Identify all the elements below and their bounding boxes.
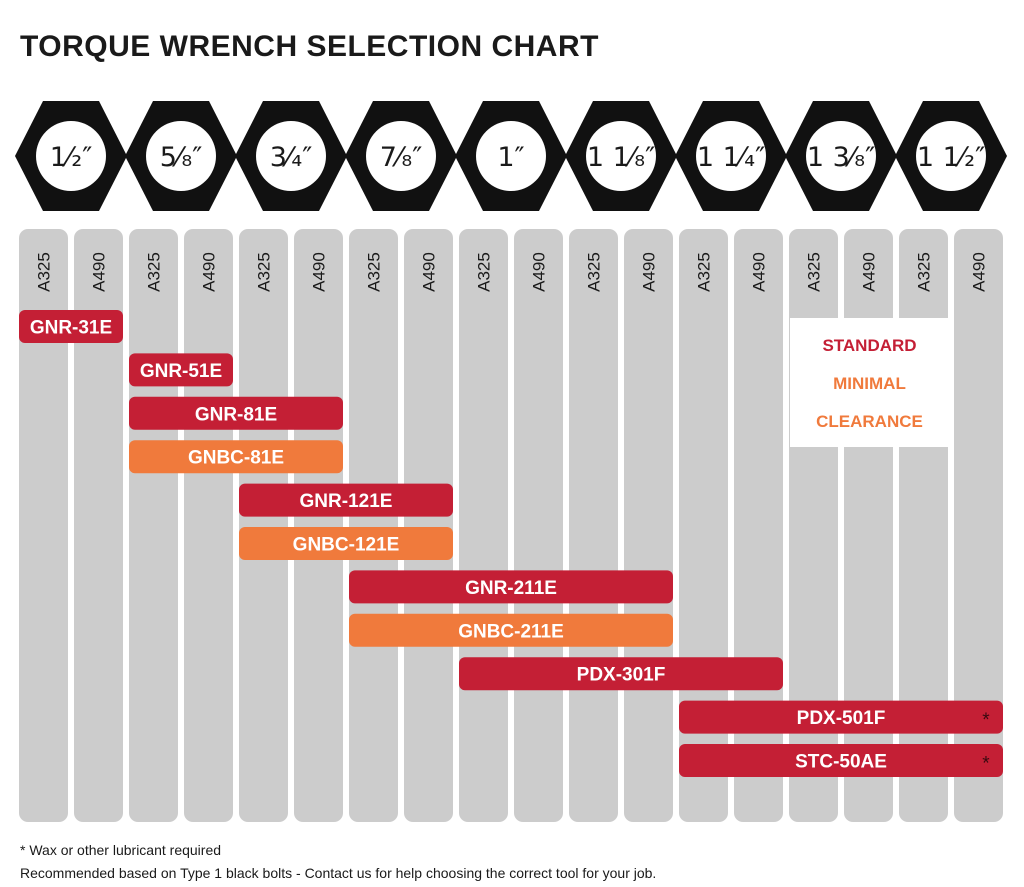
tool-bar: [239, 527, 453, 560]
tool-bar-label: GNR-121E: [300, 491, 393, 512]
bolt-face: [476, 121, 546, 191]
bolt-face: [146, 121, 216, 191]
grade-column: [404, 229, 453, 822]
legend-clearance: CLEARANCE: [816, 412, 923, 431]
bolt-face: [366, 121, 436, 191]
tool-bar: [129, 440, 343, 474]
grade-label: A325: [255, 252, 274, 292]
legend-minimal: MINIMAL: [833, 374, 906, 393]
grade-column: [239, 229, 288, 822]
bolt-size-label: 1 1⁄₄″: [697, 142, 765, 173]
tool-bar: [349, 570, 673, 604]
bolt-size-label: 1⁄₂″: [50, 142, 93, 173]
bolt-size-label: 5⁄₈″: [160, 142, 203, 173]
grade-label: A490: [420, 252, 439, 292]
grade-label: A325: [35, 252, 54, 292]
grade-column: [514, 229, 563, 822]
tool-bar: [19, 310, 123, 343]
bolt-face: [36, 121, 106, 191]
grade-label: A325: [585, 252, 604, 292]
bolt-size-label: 7⁄₈″: [380, 142, 423, 173]
bolt-size-label: 3⁄₄″: [270, 142, 313, 173]
tool-bar-label: PDX-501F: [797, 708, 886, 729]
tool-bar-label: GNR-31E: [30, 318, 112, 339]
grade-label: A490: [860, 252, 879, 292]
legend-panel: [790, 318, 949, 447]
tool-bar-label: STC-50AE: [795, 752, 887, 773]
grade-column: [624, 229, 673, 822]
grade-label: A325: [695, 252, 714, 292]
tool-bar: [129, 353, 233, 387]
grade-label: A490: [200, 252, 219, 292]
grade-column: [294, 229, 343, 822]
grade-column: [569, 229, 618, 822]
tool-bar-label: GNBC-81E: [188, 448, 284, 469]
grade-column: [129, 229, 178, 822]
grade-label: A490: [640, 252, 659, 292]
grade-label: A490: [530, 252, 549, 292]
tool-bar: [679, 700, 1003, 734]
tool-bar-label: GNBC-121E: [293, 535, 400, 556]
bolt-size-label: 1 3⁄₈″: [807, 142, 875, 173]
tool-bar: [349, 613, 673, 647]
bolt-size-label: 1 1⁄₈″: [587, 142, 655, 173]
footnote-recommendation: Recommended based on Type 1 black bolts …: [20, 865, 657, 881]
grade-column: [19, 229, 68, 822]
bolt-face: [806, 121, 876, 191]
tool-bar: [679, 744, 1003, 777]
grade-label: A325: [145, 252, 164, 292]
grade-label: A490: [750, 252, 769, 292]
tool-bar-label: GNBC-211E: [458, 621, 564, 642]
bolt-face: [256, 121, 326, 191]
grade-column: [459, 229, 508, 822]
bolt-face: [696, 121, 766, 191]
grade-label: A490: [90, 252, 109, 292]
grade-label: A325: [915, 252, 934, 292]
grade-label: A325: [365, 252, 384, 292]
tool-bar: [459, 657, 783, 691]
tool-bar-label: GNR-81E: [195, 404, 277, 425]
grade-label: A325: [805, 252, 824, 292]
grade-label: A325: [475, 252, 494, 292]
legend-standard: STANDARD: [822, 336, 916, 355]
bolt-face: [916, 121, 986, 191]
grade-label: A490: [970, 252, 989, 292]
grade-column: [184, 229, 233, 822]
tool-bar: [129, 396, 343, 430]
grade-column: [349, 229, 398, 822]
tool-bar-label: GNR-51E: [140, 361, 222, 382]
bolt-face: [586, 121, 656, 191]
grade-label: A490: [310, 252, 329, 292]
grade-column: [954, 229, 1003, 822]
footnote-lubricant: * Wax or other lubricant required: [20, 842, 222, 858]
tool-bar-label: PDX-301F: [577, 665, 666, 686]
chart-title: TORQUE WRENCH SELECTION CHART: [20, 30, 599, 63]
tool-bar: [239, 483, 453, 517]
grade-column: [74, 229, 123, 822]
asterisk-mark: *: [982, 710, 990, 731]
asterisk-mark: *: [982, 754, 990, 775]
bolt-size-label: 1 1⁄₂″: [917, 142, 985, 173]
bolt-size-label: 1″: [497, 142, 524, 173]
tool-bar-label: GNR-211E: [465, 578, 557, 599]
